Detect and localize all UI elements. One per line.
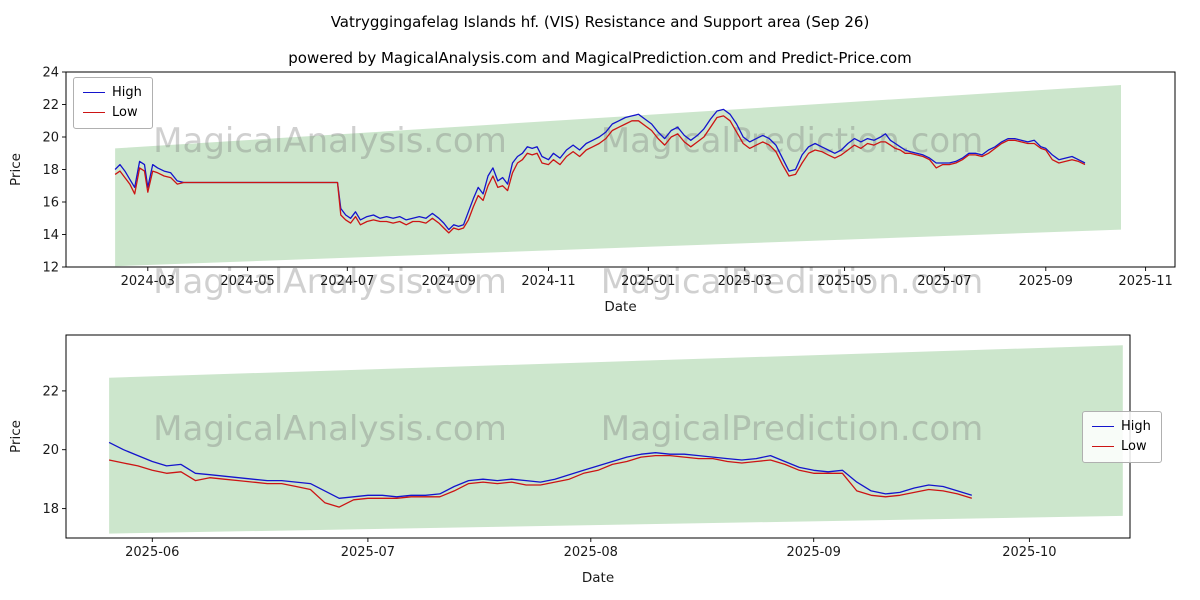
- watermark-text: MagicalPrediction.com: [601, 121, 984, 161]
- y-tick-label: 22: [42, 98, 59, 113]
- high-line-swatch: [1092, 426, 1114, 427]
- legend-label-high: High: [112, 85, 142, 100]
- top-price-chart: MagicalAnalysis.com MagicalPrediction.com…: [8, 66, 1176, 315]
- legend-item-low: Low: [83, 103, 142, 123]
- legend-bottom: High Low: [1082, 411, 1162, 463]
- y-tick-label: 20: [42, 443, 59, 458]
- x-tick-label: 2025-06: [125, 545, 179, 560]
- high-series-line: [108, 441, 972, 499]
- legend-item-high: High: [83, 83, 142, 103]
- y-tick-label: 18: [42, 502, 59, 517]
- x-tick-label: 2025-05: [817, 274, 871, 289]
- legend-label-low: Low: [1121, 439, 1147, 454]
- y-tick-label: 20: [42, 131, 59, 146]
- y-tick-label: 18: [42, 163, 59, 178]
- x-tick-label: 2025-01: [621, 274, 675, 289]
- y-tick-label: 12: [42, 261, 59, 276]
- x-tick-label: 2025-09: [787, 545, 841, 560]
- legend-item-high: High: [1092, 417, 1151, 437]
- plot-frame: [65, 71, 1176, 268]
- y-tick-label: 22: [42, 384, 59, 399]
- chart-subtitle: powered by MagicalAnalysis.com and Magic…: [288, 49, 912, 67]
- low-series-line: [114, 115, 1086, 234]
- low-line-swatch: [1092, 446, 1114, 447]
- x-tick-label: 2025-03: [718, 274, 772, 289]
- x-tick-label: 2025-10: [1002, 545, 1056, 560]
- x-tick-label: 2024-11: [521, 274, 575, 289]
- high-series-line: [114, 108, 1086, 231]
- watermark-text: MagicalAnalysis.com: [153, 262, 507, 302]
- x-tick-label: 2024-09: [422, 274, 476, 289]
- x-tick-label: 2025-08: [564, 545, 618, 560]
- low-series-line: [108, 454, 972, 508]
- x-tick-label: 2025-07: [917, 274, 971, 289]
- watermark-text: MagicalPrediction.com: [601, 409, 984, 449]
- x-tick-label: 2024-03: [121, 274, 175, 289]
- y-tick-label: 16: [42, 196, 59, 211]
- legend-label-low: Low: [112, 105, 138, 120]
- legend-label-high: High: [1121, 419, 1151, 434]
- x-axis-label: Date: [582, 570, 614, 586]
- chart-title: Vatryggingafelag Islands hf. (VIS) Resis…: [330, 13, 870, 31]
- watermark-text: MagicalAnalysis.com: [153, 121, 507, 161]
- watermark-text: MagicalPrediction.com: [601, 262, 984, 302]
- bottom-price-chart: MagicalAnalysis.com MagicalPrediction.com…: [8, 334, 1131, 586]
- support-resistance-band: [109, 345, 1123, 534]
- y-axis-label: Price: [8, 153, 24, 186]
- x-tick-label: 2025-07: [341, 545, 395, 560]
- y-axis-label: Price: [8, 420, 24, 453]
- x-tick-label: 2024-07: [320, 274, 374, 289]
- y-tick-label: 14: [42, 228, 59, 243]
- legend-top: High Low: [73, 77, 153, 129]
- x-tick-label: 2025-09: [1019, 274, 1073, 289]
- x-tick-label: 2024-05: [220, 274, 274, 289]
- y-tick-label: 24: [42, 66, 59, 81]
- x-tick-label: 2025-11: [1118, 274, 1172, 289]
- low-line-swatch: [83, 112, 105, 113]
- watermark-text: MagicalAnalysis.com: [153, 409, 507, 449]
- support-resistance-band: [115, 85, 1122, 267]
- high-line-swatch: [83, 92, 105, 93]
- x-axis-label: Date: [604, 299, 636, 315]
- legend-item-low: Low: [1092, 437, 1151, 457]
